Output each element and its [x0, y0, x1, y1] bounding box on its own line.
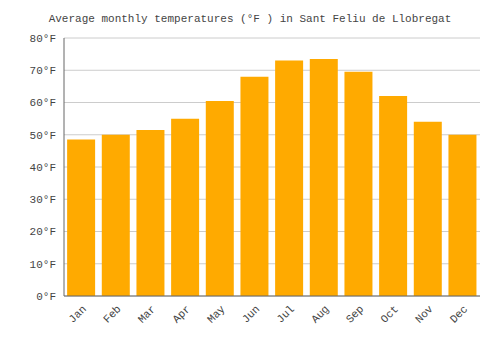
svg-text:80°F: 80°F	[30, 33, 56, 45]
svg-text:Jun: Jun	[240, 303, 262, 325]
svg-text:30°F: 30°F	[30, 194, 56, 206]
svg-text:60°F: 60°F	[30, 97, 56, 109]
svg-text:Dec: Dec	[448, 303, 470, 325]
svg-text:May: May	[205, 303, 228, 326]
svg-text:0°F: 0°F	[36, 291, 56, 303]
svg-text:70°F: 70°F	[30, 65, 56, 77]
svg-text:10°F: 10°F	[30, 259, 56, 271]
svg-text:Mar: Mar	[136, 303, 158, 325]
svg-text:Nov: Nov	[413, 303, 436, 326]
svg-text:Feb: Feb	[101, 303, 123, 325]
svg-text:Sep: Sep	[344, 303, 366, 325]
svg-text:50°F: 50°F	[30, 130, 56, 142]
svg-text:20°F: 20°F	[30, 226, 56, 238]
svg-text:Jan: Jan	[66, 303, 88, 325]
svg-text:40°F: 40°F	[30, 162, 56, 174]
html-text:Average monthly temperatures (: Average monthly temperatures (°F ) in Sa…	[48, 13, 452, 25]
svg-text:Apr: Apr	[170, 303, 192, 325]
svg-text:Aug: Aug	[309, 303, 331, 325]
svg-text:Oct: Oct	[378, 303, 400, 325]
svg-text:Jul: Jul	[274, 303, 296, 325]
